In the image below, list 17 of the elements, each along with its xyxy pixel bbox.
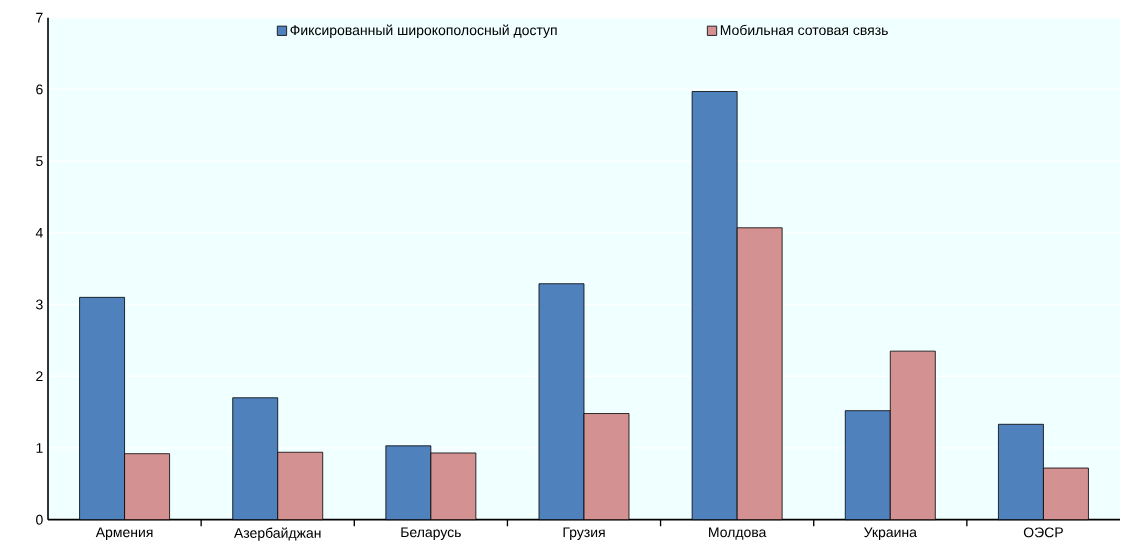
y-tick-label: 5	[36, 156, 43, 166]
y-tick-label: 7	[36, 12, 43, 23]
x-tick-label: Молдова	[709, 527, 767, 540]
x-tick-label: Грузия	[563, 527, 605, 540]
y-tick-label: 4	[35, 228, 43, 238]
y-tick-label: 6	[36, 84, 43, 95]
y-tick-label: 3	[36, 299, 43, 310]
legend-label: Мобильная сотовая связь	[720, 24, 888, 36]
x-tick-label: Азербайджан	[233, 527, 321, 541]
legend-label: Фиксированный широкополосный доступ	[290, 24, 557, 38]
x-tick-label: ОЭСР	[1023, 527, 1063, 538]
x-tick-label: Беларусь	[401, 527, 461, 540]
y-tick-label: 0	[36, 514, 43, 525]
y-tick-label: 2	[36, 371, 43, 382]
x-tick-label: Армения	[95, 527, 153, 540]
x-tick-label: Украина	[864, 527, 917, 540]
y-tick-label: 1	[36, 443, 43, 453]
